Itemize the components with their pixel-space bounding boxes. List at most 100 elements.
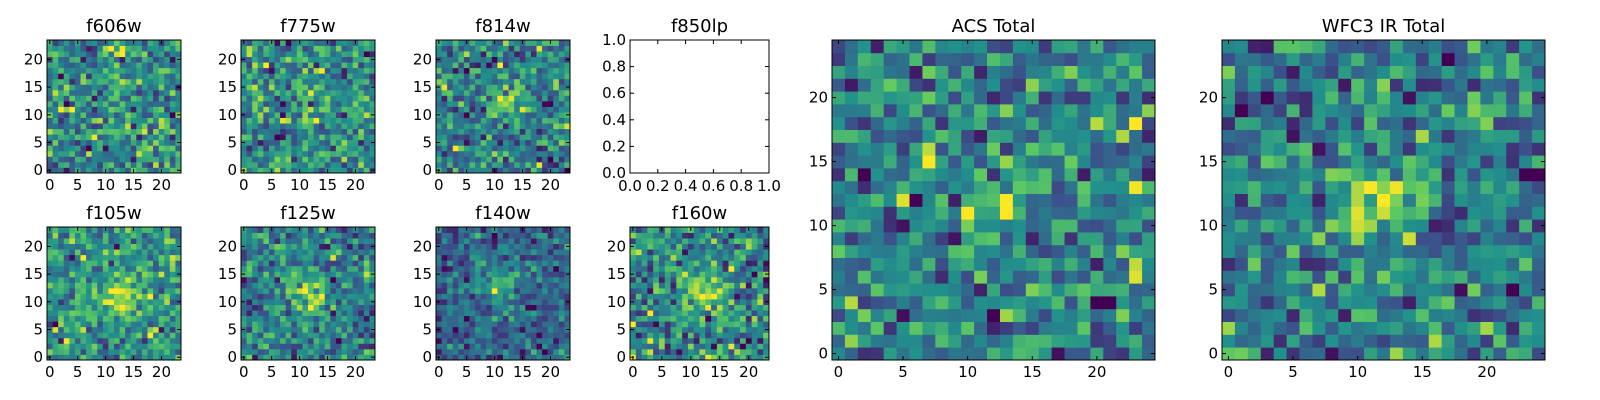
heatmap-cell: [291, 304, 298, 311]
heatmap-cell: [514, 84, 521, 91]
heatmap-cell: [883, 257, 897, 271]
heatmap-cell: [141, 282, 148, 289]
heatmap-cell: [653, 304, 660, 311]
heatmap-cell: [475, 67, 482, 74]
heatmap-cell: [441, 78, 448, 85]
heatmap-cell: [469, 167, 476, 174]
heatmap-cell: [542, 249, 549, 256]
heatmap-cell: [883, 142, 897, 156]
heatmap-cell: [436, 304, 442, 311]
heatmap-cell: [508, 243, 515, 250]
heatmap-cell: [58, 56, 65, 63]
heatmap-cell: [63, 56, 70, 63]
heatmap-cell: [291, 243, 298, 250]
heatmap-cell: [664, 238, 671, 245]
heatmap-cell: [630, 315, 637, 322]
heatmap-cell: [241, 254, 247, 261]
heatmap-cell: [832, 40, 846, 54]
heatmap-cell: [935, 168, 949, 182]
heatmap-cell: [369, 304, 376, 311]
heatmap-cell: [108, 145, 115, 152]
heatmap-cell: [763, 337, 770, 344]
heatmap-cell: [47, 51, 53, 58]
heatmap-cell: [630, 287, 637, 294]
heatmap-cell: [641, 254, 648, 261]
heatmap-cell: [335, 354, 342, 361]
heatmap-cell: [844, 257, 859, 271]
heatmap-cell: [324, 150, 331, 157]
heatmap-cell: [676, 271, 683, 278]
heatmap-cell: [47, 337, 53, 344]
heatmap-cell: [330, 73, 337, 80]
heatmap-cell: [147, 332, 154, 339]
heatmap-cell: [935, 283, 949, 297]
heatmap-cell: [296, 249, 303, 256]
heatmap-cell: [280, 238, 287, 245]
heatmap-cell: [274, 315, 281, 322]
heatmap-cell: [832, 334, 846, 348]
heatmap-cell: [169, 227, 176, 233]
heatmap-cell: [268, 56, 275, 63]
heatmap-cell: [108, 310, 115, 317]
heatmap-cell: [1064, 180, 1078, 194]
heatmap-cell: [136, 89, 143, 96]
heatmap-cell: [542, 89, 549, 96]
heatmap-cell: [1051, 91, 1065, 105]
x-tick-label: 0: [434, 363, 444, 381]
heatmap-cell: [153, 304, 160, 311]
heatmap-cell: [987, 244, 1001, 258]
heatmap-cell: [136, 227, 143, 233]
heatmap-cell: [452, 260, 459, 267]
heatmap-cell: [274, 265, 281, 272]
heatmap-cell: [693, 232, 700, 239]
heatmap-cell: [647, 238, 654, 245]
x-tick-label: 0: [239, 363, 249, 381]
heatmap-cell: [486, 260, 493, 267]
heatmap-cell: [363, 89, 370, 96]
heatmap-cell: [47, 260, 53, 267]
heatmap-cell: [257, 150, 264, 157]
heatmap-cell: [441, 271, 448, 278]
heatmap-cell: [58, 62, 65, 69]
heatmap-cell: [147, 62, 154, 69]
heatmap-cell: [86, 260, 93, 267]
heatmap-cell: [530, 232, 537, 239]
heatmap-cell: [536, 299, 543, 305]
heatmap-cell: [313, 84, 320, 91]
heatmap-cell: [525, 321, 532, 328]
heatmap-cell: [164, 249, 171, 256]
heatmap-cell: [119, 89, 126, 96]
heatmap-cell: [497, 150, 504, 157]
heatmap-cell: [635, 299, 642, 305]
heatmap-cell: [436, 332, 442, 339]
heatmap-cell: [335, 73, 342, 80]
heatmap-cell: [436, 89, 442, 96]
heatmap-cell: [458, 45, 465, 52]
heatmap-cell: [91, 293, 98, 300]
heatmap-cell: [257, 128, 264, 135]
heatmap-cell: [313, 315, 320, 322]
heatmap-cell: [108, 299, 115, 305]
heatmap-cell: [436, 232, 442, 239]
axes-frame: [629, 39, 770, 174]
heatmap-cell: [257, 67, 264, 74]
heatmap-cell: [257, 100, 264, 107]
heatmap-cell: [352, 238, 359, 245]
heatmap-cell: [734, 238, 741, 245]
heatmap-cell: [102, 238, 109, 245]
heatmap-cell: [547, 348, 554, 355]
heatmap-cell: [1103, 347, 1117, 361]
heatmap-cell: [497, 343, 504, 350]
heatmap-cell: [58, 326, 65, 333]
heatmap-cell: [158, 128, 165, 135]
heatmap-cell: [69, 287, 76, 294]
heatmap-cell: [480, 106, 487, 113]
heatmap-cell: [1077, 244, 1091, 258]
heatmap-cell: [486, 134, 493, 141]
heatmap-cell: [335, 134, 342, 141]
heatmap-cell: [369, 156, 376, 163]
heatmap-cell: [647, 271, 654, 278]
heatmap-cell: [341, 78, 348, 85]
heatmap-cell: [519, 161, 526, 168]
